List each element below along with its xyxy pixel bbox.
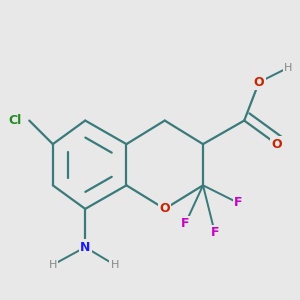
Text: F: F xyxy=(234,196,243,209)
Text: N: N xyxy=(80,241,90,254)
Text: O: O xyxy=(159,202,170,215)
Text: Cl: Cl xyxy=(8,114,21,127)
Text: O: O xyxy=(271,138,282,151)
Text: F: F xyxy=(211,226,219,239)
Text: H: H xyxy=(110,260,119,270)
Text: H: H xyxy=(284,63,292,73)
Text: H: H xyxy=(49,260,57,270)
Text: O: O xyxy=(254,76,264,89)
Text: F: F xyxy=(181,217,190,230)
